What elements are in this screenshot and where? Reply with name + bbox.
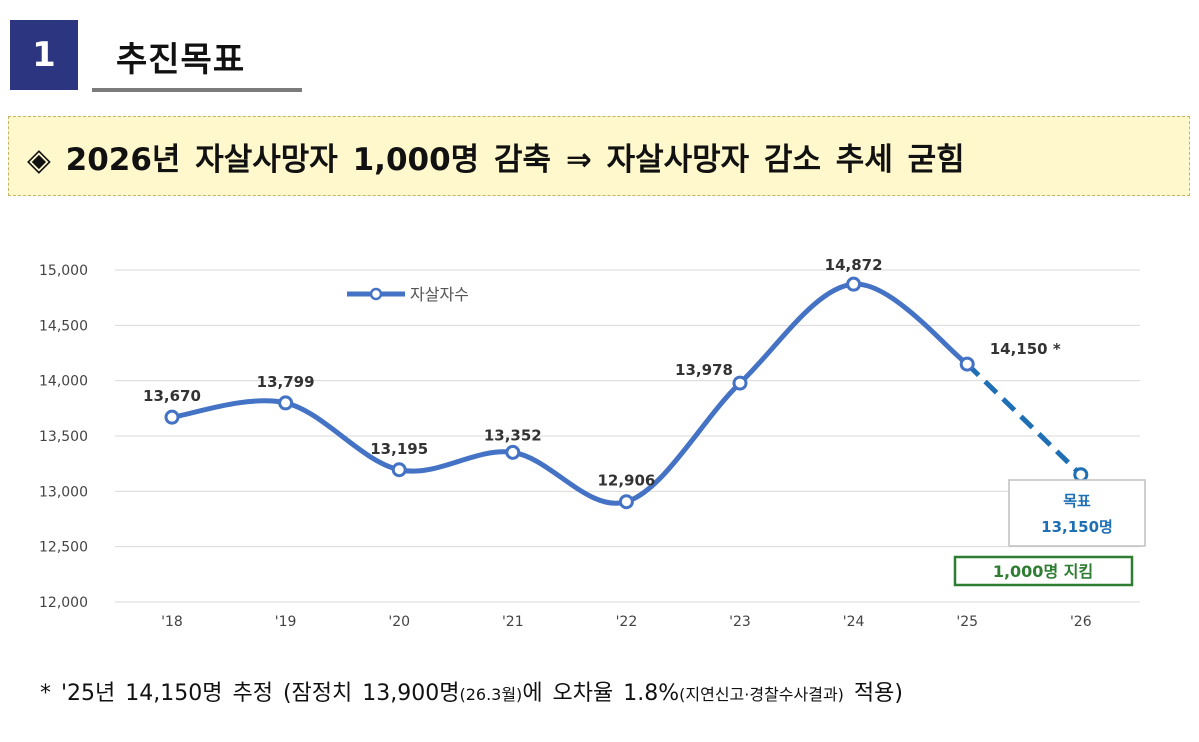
data-label: 13,670 xyxy=(143,387,201,405)
x-tick-label: '18 xyxy=(161,614,183,630)
data-point xyxy=(505,444,521,460)
x-tick-label: '26 xyxy=(1070,614,1092,630)
y-tick-label: 12,500 xyxy=(39,540,88,556)
data-point xyxy=(959,356,975,372)
footnote-part3: 에 오차율 1.8% xyxy=(522,681,680,706)
series-line-suicides xyxy=(169,281,970,506)
x-tick-label: '21 xyxy=(502,614,524,630)
y-tick-label: 14,000 xyxy=(39,374,88,390)
data-point xyxy=(278,395,294,411)
y-tick-label: 13,000 xyxy=(39,484,88,500)
goal-box: ◈ 2026년 자살사망자 1,000명 감축 ⇒ 자살사망자 감소 추세 굳힘 xyxy=(8,116,1190,196)
target-value: 13,150명 xyxy=(1041,518,1113,536)
data-label: 14,150 * xyxy=(990,340,1061,358)
data-point xyxy=(732,375,748,391)
data-label: 14,872 xyxy=(825,256,883,274)
data-label: 13,978 xyxy=(675,361,733,379)
goal-text: ◈ 2026년 자살사망자 1,000명 감축 ⇒ 자살사망자 감소 추세 굳힘 xyxy=(27,141,965,178)
data-point xyxy=(846,276,862,292)
data-label: 13,799 xyxy=(257,373,315,391)
footnote-part5: 적용) xyxy=(843,681,903,706)
data-label: 13,195 xyxy=(370,440,428,458)
x-tick-label: '22 xyxy=(616,614,638,630)
footnote-part1: * '25년 14,150명 추정 (잠정치 13,900명 xyxy=(40,681,460,706)
x-tick-label: '23 xyxy=(729,614,751,630)
legend-marker xyxy=(369,287,383,301)
footnote: * '25년 14,150명 추정 (잠정치 13,900명(26.3월)에 오… xyxy=(40,675,903,707)
x-tick-label: '24 xyxy=(843,614,865,630)
projection-line xyxy=(965,362,1083,477)
reduction-label: 1,000명 지킴 xyxy=(993,562,1093,581)
section-number-badge: 1 xyxy=(10,20,78,90)
data-point xyxy=(391,462,407,478)
x-tick-label: '25 xyxy=(956,614,978,630)
target-box xyxy=(1008,479,1146,547)
data-point xyxy=(1073,467,1089,483)
x-tick-label: '20 xyxy=(388,614,410,630)
x-tick-label: '19 xyxy=(275,614,297,630)
section-number: 1 xyxy=(32,35,56,75)
data-point xyxy=(618,494,634,510)
data-label: 12,906 xyxy=(597,472,655,490)
y-tick-label: 15,000 xyxy=(39,263,88,279)
data-point xyxy=(164,409,180,425)
suicide-trend-chart: 12,000 12,500 13,000 13,500 14,000 14,500 15,0… xyxy=(39,256,1146,630)
footnote-part2: (26.3월) xyxy=(459,685,523,704)
reduction-box xyxy=(953,555,1134,587)
title-underline xyxy=(92,88,302,92)
legend-label: 자살자수 xyxy=(410,285,469,304)
section-title: 추진목표 xyxy=(116,40,246,80)
y-tick-label: 14,500 xyxy=(39,318,88,334)
y-tick-label: 13,500 xyxy=(39,429,88,445)
footnote-part4: (지연신고·경찰수사결과) xyxy=(679,685,844,704)
y-tick-label: 12,000 xyxy=(39,595,88,611)
target-label: 목표 xyxy=(1063,492,1091,510)
data-label: 13,352 xyxy=(484,426,542,444)
